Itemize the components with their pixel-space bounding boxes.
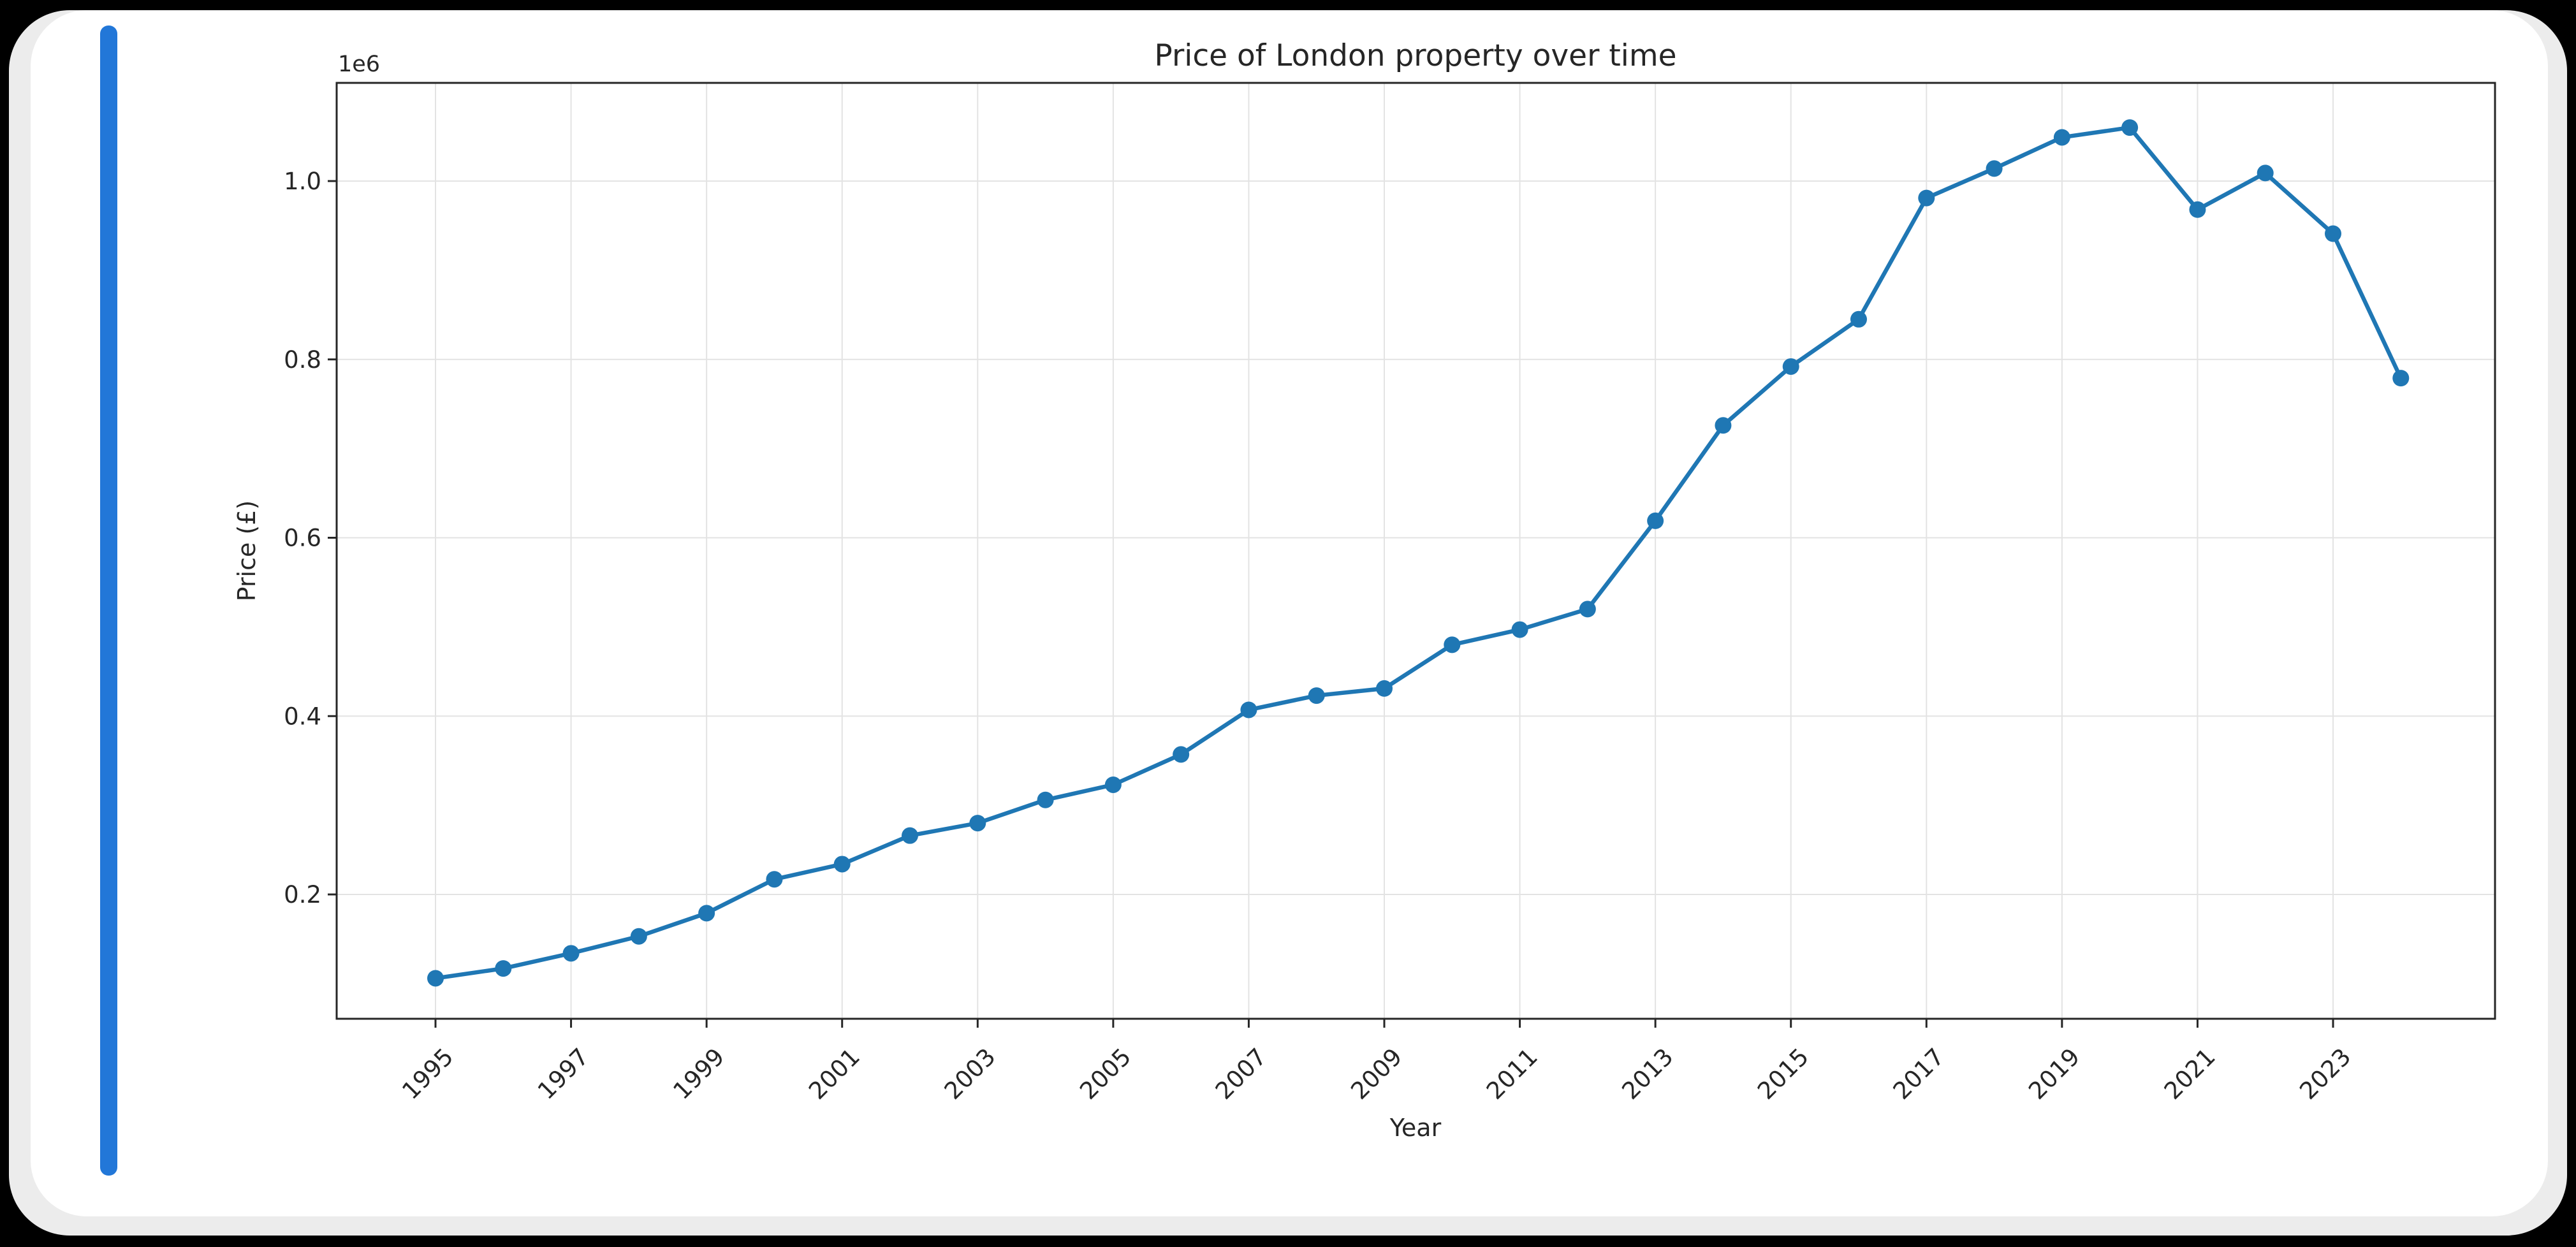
data-point-marker [562, 945, 580, 962]
data-point-marker [2392, 370, 2410, 387]
data-point-marker [427, 970, 444, 987]
x-tick-label: 1999 [668, 1043, 730, 1105]
y-tick-label: 0.4 [284, 703, 321, 730]
data-point-marker [1375, 680, 1393, 697]
x-tick-label: 2019 [2023, 1043, 2085, 1105]
x-tick-label: 1995 [397, 1043, 458, 1105]
data-point-marker [1986, 160, 2003, 177]
x-tick-label: 2017 [1888, 1043, 1950, 1105]
x-tick-label: 2011 [1481, 1043, 1543, 1105]
x-tick-label: 1997 [532, 1043, 594, 1105]
x-tick-label: 2021 [2159, 1043, 2221, 1105]
x-tick-label: 2009 [1345, 1043, 1407, 1105]
data-point-marker [630, 928, 647, 945]
data-point-marker [2053, 129, 2070, 146]
x-tick-label: 2015 [1752, 1043, 1814, 1105]
data-point-marker [1173, 746, 1190, 763]
data-point-marker [2257, 164, 2274, 182]
y-axis-label: Price (£) [233, 500, 261, 602]
y-tick-labels: 0.2 0.4 0.6 0.8 1.0 [284, 168, 321, 908]
data-point-marker [1240, 701, 1257, 718]
data-point-marker [833, 856, 851, 873]
y-tick-label: 1.0 [284, 168, 321, 195]
x-tick-labels: 1995 1997 1999 2001 2003 2005 2007 2009 2011 2013… [397, 1043, 2356, 1105]
x-tick-label: 2003 [939, 1043, 1001, 1105]
data-point-marker [1511, 621, 1528, 638]
x-axis-label: Year [1389, 1114, 1442, 1142]
grid-layer [337, 83, 2495, 1019]
data-point-marker [1444, 636, 1461, 653]
x-tick-label: 2001 [803, 1043, 865, 1105]
notebook-output-card [31, 10, 2548, 1216]
data-series-layer [427, 119, 2410, 987]
data-point-marker [2189, 201, 2206, 218]
data-point-marker [969, 815, 986, 832]
y-tick-label: 0.2 [284, 881, 321, 908]
plot-spines [335, 82, 2496, 1020]
x-tick-label: 2013 [1617, 1043, 1679, 1105]
data-point-marker [766, 871, 783, 888]
data-point-marker [1647, 512, 1664, 529]
y-tick-label: 0.8 [284, 346, 321, 374]
data-point-marker [2121, 119, 2139, 136]
data-point-marker [1715, 417, 1732, 434]
data-point-marker [1918, 189, 1935, 207]
data-point-marker [1579, 601, 1596, 618]
data-point-marker [2324, 225, 2341, 242]
data-point-marker [1782, 358, 1799, 375]
data-point-marker [1308, 687, 1325, 704]
data-point-marker [1850, 310, 1867, 328]
data-line [433, 125, 2403, 981]
data-point-marker [1104, 776, 1122, 793]
chart-title: Price of London property over time [1154, 38, 1676, 73]
x-tick-label: 2007 [1210, 1043, 1272, 1105]
data-point-marker [495, 960, 512, 977]
y-axis-offset-label: 1e6 [338, 52, 380, 77]
active-cell-indicator-bar[interactable] [100, 26, 117, 1176]
y-tick-label: 0.6 [284, 525, 321, 552]
x-tick-label: 2023 [2294, 1043, 2356, 1105]
data-point-marker [1037, 791, 1054, 808]
axis-layer [328, 82, 2496, 1028]
x-tick-label: 2005 [1074, 1043, 1136, 1105]
data-point-marker [698, 905, 715, 922]
data-point-marker [901, 827, 918, 844]
